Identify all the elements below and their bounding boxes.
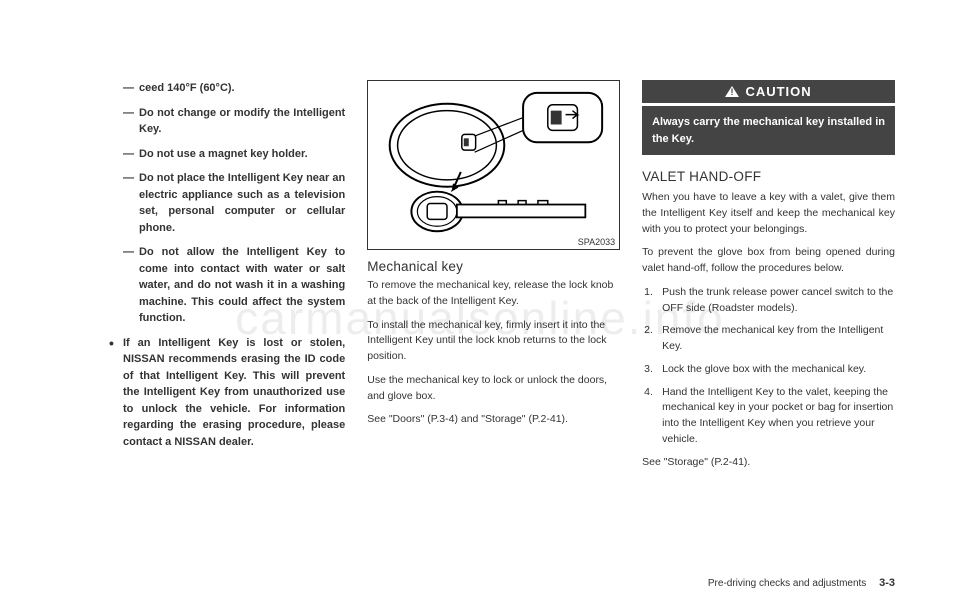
warning-text: ceed 140°F (60°C). (139, 82, 235, 94)
section-heading: VALET HAND-OFF (642, 169, 895, 184)
section-heading: Mechanical key (367, 259, 620, 274)
list-item: 1.Push the trunk release power cancel sw… (642, 285, 895, 317)
bullet-item: If an Intelligent Key is lost or stolen,… (105, 335, 345, 451)
warning-text: Do not allow the Intelligent Key to come… (139, 246, 345, 324)
list-text: Hand the Intelligent Key to the valet, k… (662, 386, 893, 445)
list-item: 3.Lock the glove box with the mechanical… (642, 362, 895, 378)
procedure-list: 1.Push the trunk release power cancel sw… (642, 285, 895, 455)
list-text: Remove the mechanical key from the Intel… (662, 324, 883, 352)
list-item: 2.Remove the mechanical key from the Int… (642, 323, 895, 355)
page-content: ceed 140°F (60°C). Do not change or modi… (0, 0, 960, 518)
list-item: 4.Hand the Intelligent Key to the valet,… (642, 385, 895, 448)
paragraph: To prevent the glove box from being open… (642, 245, 895, 277)
warning-item: ceed 140°F (60°C). (105, 80, 345, 97)
section-name: Pre-driving checks and adjustments (708, 578, 866, 589)
column-1: ceed 140°F (60°C). Do not change or modi… (105, 80, 345, 478)
warning-triangle-icon: ! (725, 86, 739, 97)
warning-item: Do not allow the Intelligent Key to come… (105, 244, 345, 327)
warning-item: Do not place the Intelligent Key near an… (105, 170, 345, 236)
mechanical-key-figure: SPA2033 (367, 80, 620, 250)
list-text: Push the trunk release power cancel swit… (662, 286, 893, 314)
paragraph: To remove the mechanical key, release th… (367, 278, 620, 310)
warning-text: Do not use a magnet key holder. (139, 148, 308, 160)
column-2: SPA2033 Mechanical key To remove the mec… (367, 80, 620, 478)
warning-item: Do not change or modify the Intelligent … (105, 105, 345, 138)
bullet-text: If an Intelligent Key is lost or stolen,… (123, 337, 345, 448)
warning-text: Do not change or modify the Intelligent … (139, 107, 345, 136)
key-illustration (368, 81, 619, 249)
warning-text: Do not place the Intelligent Key near an… (139, 172, 345, 234)
caution-header: ! CAUTION (642, 80, 895, 103)
caution-body: Always carry the mechanical key installe… (642, 106, 895, 155)
column-3: ! CAUTION Always carry the mechanical ke… (642, 80, 895, 478)
list-text: Lock the glove box with the mechanical k… (662, 363, 866, 375)
paragraph: To install the mechanical key, firmly in… (367, 318, 620, 365)
paragraph: See "Storage" (P.2-41). (642, 455, 895, 471)
warning-list: ceed 140°F (60°C). Do not change or modi… (105, 80, 345, 450)
page-footer: Pre-driving checks and adjustments 3-3 (708, 577, 895, 589)
paragraph: When you have to leave a key with a vale… (642, 190, 895, 237)
figure-label: SPA2033 (578, 237, 615, 247)
page-number: 3-3 (879, 577, 895, 589)
paragraph: See "Doors" (P.3-4) and "Storage" (P.2-4… (367, 412, 620, 428)
caution-title: CAUTION (745, 84, 811, 99)
warning-item: Do not use a magnet key holder. (105, 146, 345, 163)
paragraph: Use the mechanical key to lock or unlock… (367, 373, 620, 405)
